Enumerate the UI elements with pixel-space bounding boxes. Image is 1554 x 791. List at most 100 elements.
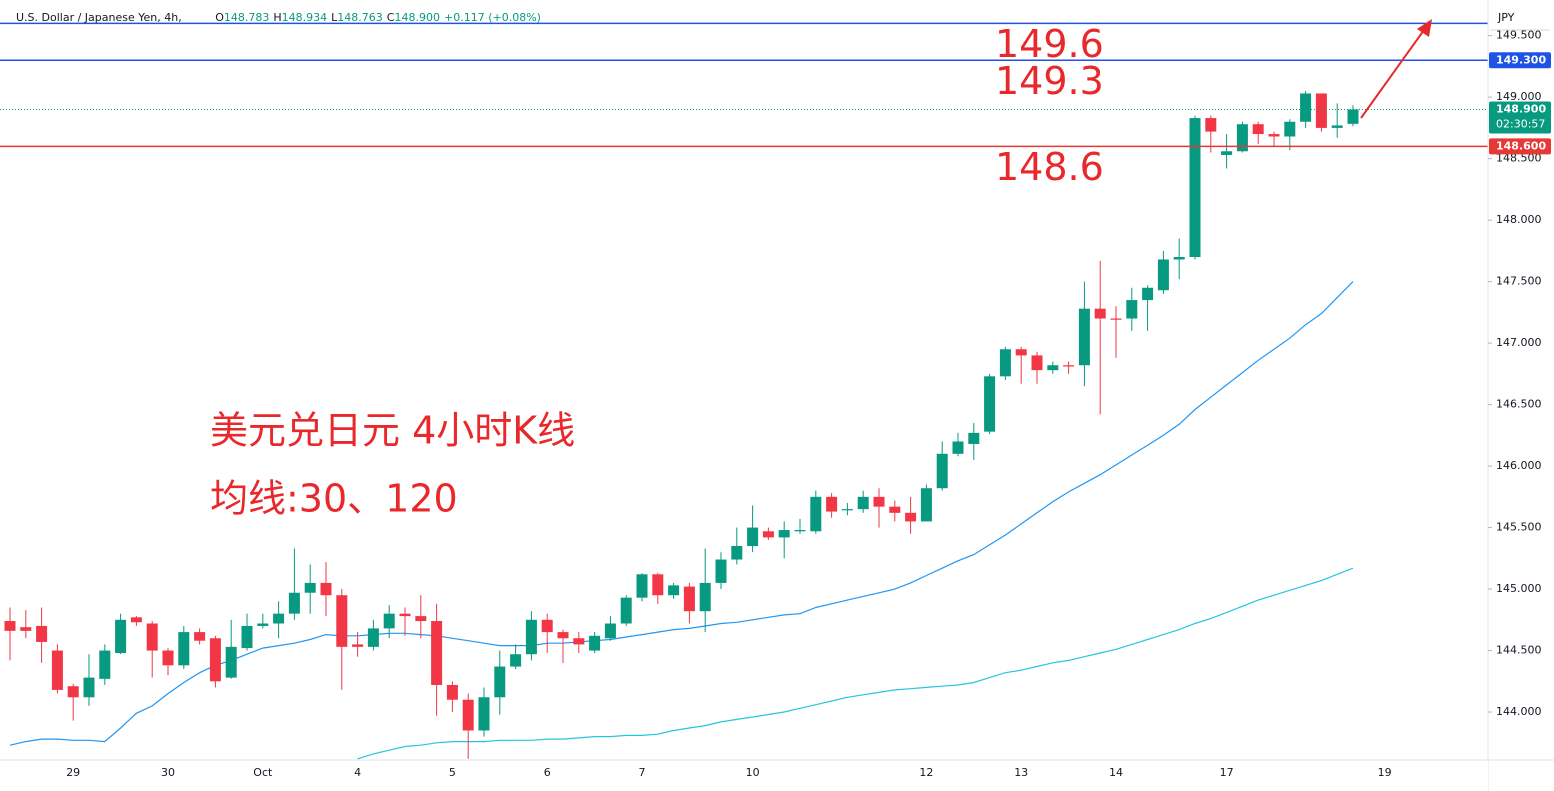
x-tick-label: 30 [161,766,175,779]
arrow-head [1417,19,1432,37]
level-price-label: 148.600 [1496,139,1546,152]
candle-body [573,638,585,645]
y-tick-label: 146.000 [1496,459,1542,472]
change: +0.117 (+0.08%) [444,11,541,24]
candle-body [462,699,474,731]
candle-body [1047,365,1059,371]
time-axis [0,760,1488,791]
x-tick-label: 7 [639,766,646,779]
level-price-label: 149.300 [1496,53,1546,66]
annotation: 美元兑日元 4小时K线 [210,409,575,453]
candle-body [194,632,206,641]
candle-body [1189,118,1201,258]
candle-body [67,686,79,698]
y-tick-label: 149.500 [1496,29,1542,42]
candle-body [51,650,63,690]
y-tick-label: 148.000 [1496,213,1542,226]
symbol: U.S. Dollar / Japanese Yen, 4h, [16,11,182,24]
candle-body [747,527,759,547]
x-tick-label: 14 [1109,766,1123,779]
candle-body [1221,151,1233,155]
candle-body [731,546,743,560]
y-tick-label: 148.500 [1496,152,1542,165]
candle-body [415,616,427,622]
ohlc-value: 148.934 [282,11,328,24]
y-tick-label: 147.500 [1496,275,1542,288]
candle-body [826,496,838,512]
candle-body [1315,93,1327,128]
candle-body [1126,300,1138,319]
candle-body [494,666,506,698]
candle-body [604,623,616,639]
moving-average-line [357,567,1354,760]
candle-body [683,586,695,612]
candle-body [1173,257,1185,260]
candle-body [1110,318,1122,320]
candle-body [431,621,443,685]
x-tick-label: 13 [1014,766,1028,779]
candle-body [225,646,237,678]
level-annotation: 149.6 [995,22,1104,66]
y-tick-label: 146.500 [1496,398,1542,411]
candle-body [399,613,411,617]
candle-body [336,595,348,647]
x-tick-label: 17 [1220,766,1234,779]
x-tick-label: 4 [354,766,361,779]
candle-body [257,623,269,626]
candle-body [1284,121,1296,137]
candle-body [557,632,569,639]
candle-body [968,432,980,444]
candle-body [510,654,522,667]
candle-body [794,530,806,532]
candle-body [320,582,332,596]
candle-body [778,530,790,538]
candle-body [589,635,601,651]
level-annotation: 148.6 [995,145,1104,189]
candle-body [1015,349,1027,356]
candle-body [20,627,32,631]
candle-body [1347,109,1359,124]
candle-body [952,441,964,454]
y-tick-label: 145.000 [1496,582,1542,595]
candle-body [83,677,95,698]
candle-body [936,453,948,489]
candle-body [1063,365,1075,367]
x-tick-label: 5 [449,766,456,779]
annotation: 均线:30、120 [210,477,458,521]
candle-body [273,613,285,624]
candle-body [841,509,853,511]
candle-body [162,650,174,666]
last-price-box [1489,101,1551,134]
candle-body [130,617,142,623]
candle-body [857,496,869,510]
candle-body [620,597,632,624]
candle-body [1331,125,1343,128]
ohlc-value: 148.763 [337,11,383,24]
candle-body [209,638,221,682]
candle-body [1157,259,1169,291]
candle-body [1300,93,1312,122]
candle-body [99,650,111,679]
candle-body [1252,124,1264,135]
candle-body [715,559,727,583]
ohlc-value: 148.783 [224,11,270,24]
level-annotation: 149.3 [995,59,1104,103]
candle-body [367,628,379,647]
candle-body [636,574,648,598]
candle-body [652,574,664,596]
candle-body [1094,308,1106,319]
candle-body [873,496,885,507]
level-price-box [1489,138,1551,155]
candle-body [352,644,364,647]
candle-body [1205,118,1217,132]
candle-body [999,349,1011,377]
candle-body [1031,355,1043,371]
x-tick-label: 29 [66,766,80,779]
candle-body [1078,308,1090,366]
candle-body [668,585,680,596]
x-tick-label: 12 [919,766,933,779]
candle-body [4,621,16,631]
ohlc-value: 148.900 [394,11,440,24]
y-tick-label: 144.500 [1496,644,1542,657]
